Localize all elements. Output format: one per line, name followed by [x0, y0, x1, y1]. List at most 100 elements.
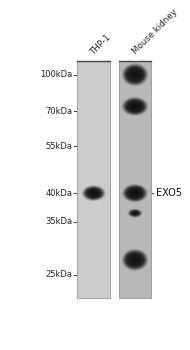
- Text: EXO5: EXO5: [156, 188, 182, 198]
- Ellipse shape: [124, 251, 146, 268]
- Ellipse shape: [130, 103, 140, 110]
- Ellipse shape: [132, 191, 138, 195]
- Ellipse shape: [133, 105, 137, 108]
- Ellipse shape: [126, 100, 144, 113]
- Ellipse shape: [91, 191, 97, 195]
- Ellipse shape: [92, 192, 96, 195]
- Ellipse shape: [92, 192, 95, 194]
- Ellipse shape: [133, 73, 137, 76]
- Ellipse shape: [129, 102, 142, 111]
- Ellipse shape: [121, 97, 149, 116]
- Ellipse shape: [123, 185, 147, 202]
- Ellipse shape: [131, 190, 139, 196]
- Ellipse shape: [82, 186, 105, 201]
- Ellipse shape: [81, 185, 106, 201]
- Ellipse shape: [124, 251, 146, 269]
- Ellipse shape: [134, 212, 136, 214]
- Ellipse shape: [88, 189, 100, 197]
- Ellipse shape: [127, 101, 143, 112]
- Ellipse shape: [127, 68, 143, 82]
- Ellipse shape: [131, 257, 139, 263]
- Ellipse shape: [129, 189, 141, 198]
- Ellipse shape: [90, 191, 97, 196]
- Ellipse shape: [128, 188, 142, 198]
- Ellipse shape: [130, 256, 140, 264]
- Text: THP-1: THP-1: [89, 32, 113, 56]
- Ellipse shape: [128, 254, 142, 266]
- Ellipse shape: [128, 68, 142, 81]
- Ellipse shape: [128, 209, 142, 217]
- Ellipse shape: [133, 212, 137, 214]
- Ellipse shape: [84, 187, 103, 199]
- Ellipse shape: [129, 254, 142, 265]
- Ellipse shape: [86, 188, 102, 198]
- Ellipse shape: [89, 190, 99, 196]
- Ellipse shape: [129, 210, 141, 217]
- Ellipse shape: [127, 188, 143, 199]
- Ellipse shape: [132, 257, 138, 262]
- Ellipse shape: [127, 209, 142, 218]
- Ellipse shape: [124, 98, 146, 114]
- Ellipse shape: [131, 104, 139, 109]
- Ellipse shape: [125, 66, 145, 83]
- Ellipse shape: [133, 72, 137, 77]
- Text: 40kDa: 40kDa: [45, 189, 72, 198]
- Ellipse shape: [122, 184, 148, 203]
- Ellipse shape: [133, 258, 137, 262]
- Text: 35kDa: 35kDa: [45, 217, 72, 226]
- Ellipse shape: [134, 259, 136, 260]
- Ellipse shape: [86, 188, 101, 198]
- Ellipse shape: [127, 253, 143, 267]
- Ellipse shape: [132, 104, 138, 109]
- Ellipse shape: [85, 187, 102, 199]
- Ellipse shape: [87, 189, 100, 197]
- Ellipse shape: [133, 105, 137, 107]
- Ellipse shape: [125, 252, 145, 268]
- Ellipse shape: [121, 63, 149, 86]
- Ellipse shape: [129, 255, 141, 265]
- Ellipse shape: [122, 64, 148, 86]
- Ellipse shape: [89, 190, 98, 196]
- Ellipse shape: [125, 99, 145, 113]
- Ellipse shape: [129, 210, 141, 217]
- Ellipse shape: [132, 211, 138, 215]
- Ellipse shape: [131, 211, 139, 216]
- Ellipse shape: [124, 99, 146, 114]
- Ellipse shape: [124, 66, 146, 84]
- Ellipse shape: [122, 249, 148, 271]
- Ellipse shape: [125, 186, 145, 201]
- Ellipse shape: [133, 191, 137, 195]
- Ellipse shape: [121, 248, 149, 271]
- Ellipse shape: [129, 102, 141, 110]
- Ellipse shape: [130, 210, 140, 216]
- Ellipse shape: [128, 209, 142, 217]
- Ellipse shape: [132, 72, 138, 77]
- Ellipse shape: [126, 187, 144, 200]
- Ellipse shape: [134, 74, 136, 75]
- Ellipse shape: [129, 69, 142, 80]
- Ellipse shape: [124, 65, 146, 84]
- Ellipse shape: [133, 259, 137, 261]
- Bar: [77, 61, 110, 298]
- Ellipse shape: [84, 187, 104, 200]
- Ellipse shape: [132, 211, 138, 215]
- Ellipse shape: [130, 190, 140, 196]
- Ellipse shape: [123, 64, 147, 85]
- Ellipse shape: [131, 71, 139, 78]
- Ellipse shape: [130, 210, 140, 216]
- Ellipse shape: [128, 101, 142, 112]
- Ellipse shape: [129, 70, 141, 79]
- Text: 70kDa: 70kDa: [45, 107, 72, 116]
- Text: 25kDa: 25kDa: [45, 271, 72, 279]
- Ellipse shape: [124, 186, 146, 201]
- Ellipse shape: [130, 70, 140, 79]
- Text: 55kDa: 55kDa: [45, 142, 72, 151]
- Ellipse shape: [131, 211, 139, 215]
- Ellipse shape: [126, 253, 144, 267]
- Bar: [119, 61, 151, 298]
- Ellipse shape: [123, 184, 147, 202]
- Ellipse shape: [134, 193, 136, 194]
- Ellipse shape: [93, 193, 94, 194]
- Ellipse shape: [130, 189, 140, 197]
- Ellipse shape: [126, 187, 144, 199]
